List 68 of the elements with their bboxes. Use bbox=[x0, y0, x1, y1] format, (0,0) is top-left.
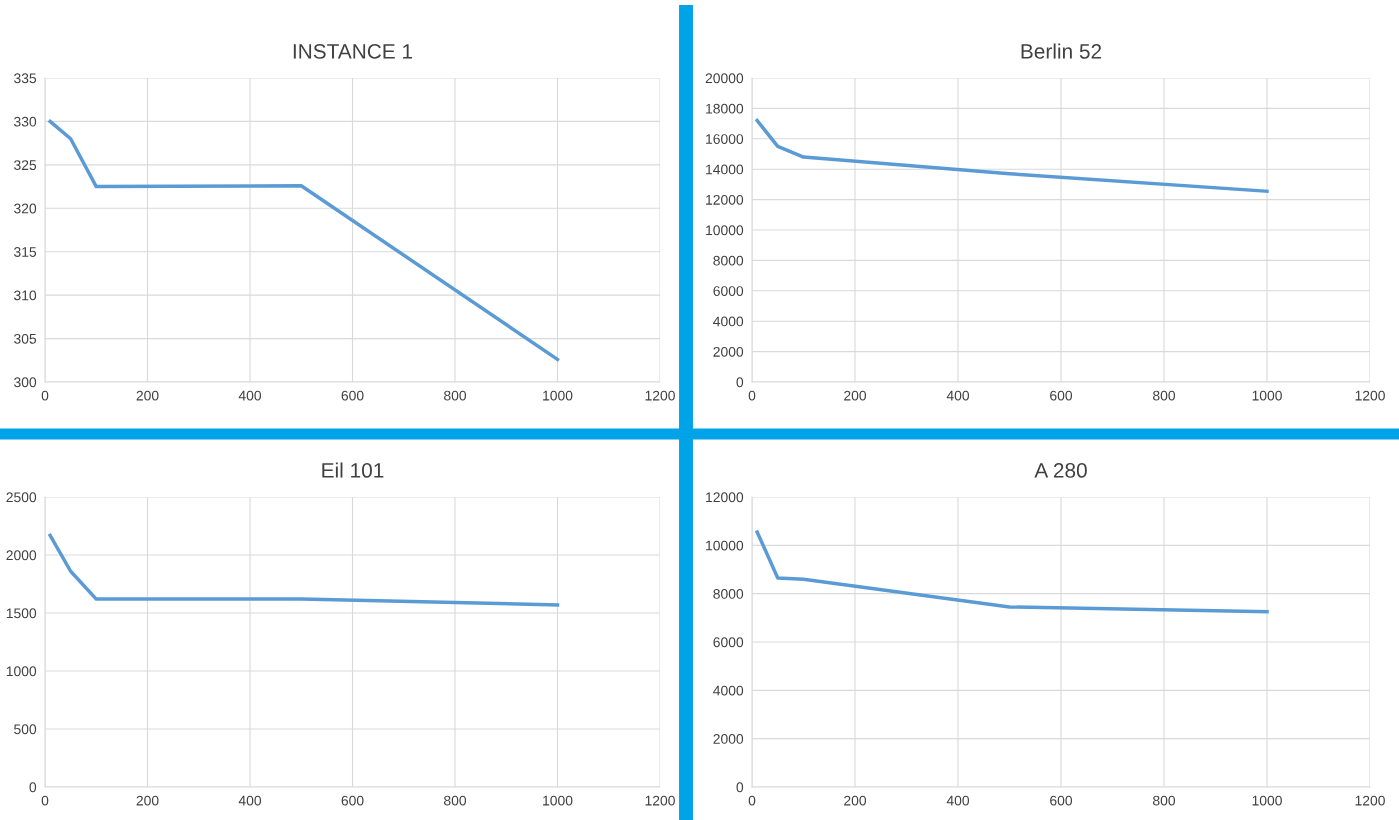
x-tick-label: 0 bbox=[748, 795, 756, 806]
y-tick-label: 20000 bbox=[705, 73, 744, 84]
y-tick-label: 315 bbox=[14, 247, 37, 257]
y-tick-label: 320 bbox=[14, 203, 37, 214]
x-tick-label: 200 bbox=[844, 795, 867, 806]
x-tick-label: 200 bbox=[136, 795, 159, 806]
x-tick-label: 1000 bbox=[1252, 390, 1282, 401]
y-tick-label: 310 bbox=[14, 290, 37, 301]
x-tick-label: 400 bbox=[238, 795, 262, 806]
x-tick-label: 0 bbox=[748, 390, 756, 401]
y-tick-label: 335 bbox=[14, 73, 37, 84]
y-tick-label: 18000 bbox=[706, 103, 744, 114]
chart-title: A 280 bbox=[1034, 463, 1087, 478]
y-tick-label: 12000 bbox=[706, 492, 744, 503]
chart-title: Berlin 52 bbox=[1021, 43, 1102, 59]
x-tick-label: 0 bbox=[41, 390, 49, 401]
y-tick-label: 4000 bbox=[713, 685, 744, 696]
x-tick-label: 600 bbox=[1050, 390, 1073, 401]
y-tick-label: 330 bbox=[14, 116, 37, 127]
x-tick-label: 600 bbox=[341, 795, 364, 806]
line-series bbox=[48, 119, 560, 362]
x-tick-label: 600 bbox=[341, 390, 364, 401]
x-tick-label: 800 bbox=[1153, 390, 1176, 401]
x-tick-label: 200 bbox=[136, 390, 159, 401]
x-tick-label: 600 bbox=[1050, 795, 1073, 806]
x-tick-label: 1000 bbox=[543, 390, 573, 401]
y-tick-label: 2000 bbox=[6, 550, 37, 561]
y-tick-label: 8000 bbox=[713, 589, 744, 599]
x-tick-label: 1200 bbox=[645, 390, 675, 401]
line-series bbox=[755, 530, 1269, 614]
x-tick-label: 800 bbox=[444, 795, 467, 806]
y-tick-label: 2000 bbox=[713, 346, 744, 357]
x-tick-label: 400 bbox=[238, 390, 262, 401]
x-tick-label: 0 bbox=[41, 795, 49, 806]
y-tick-label: 12000 bbox=[706, 194, 744, 205]
y-tick-label: 1500 bbox=[6, 608, 37, 619]
y-tick-label: 325 bbox=[14, 160, 37, 171]
y-tick-label: 6000 bbox=[713, 286, 744, 296]
y-tick-label: 4000 bbox=[713, 316, 744, 327]
y-tick-label: 0 bbox=[29, 782, 37, 793]
chart-title: Eil 101 bbox=[322, 462, 384, 478]
line-series bbox=[48, 533, 560, 607]
y-tick-label: 300 bbox=[14, 377, 37, 388]
y-tick-label: 0 bbox=[736, 782, 744, 793]
y-tick-label: 0 bbox=[736, 377, 744, 388]
chart-title: INSTANCE 1 bbox=[293, 44, 413, 59]
line-series bbox=[755, 118, 1269, 193]
x-tick-label: 800 bbox=[444, 390, 467, 401]
x-tick-label: 1000 bbox=[543, 795, 573, 806]
y-tick-label: 305 bbox=[14, 333, 37, 344]
y-tick-label: 10000 bbox=[706, 225, 744, 236]
x-tick-label: 200 bbox=[844, 390, 867, 401]
x-tick-label: 1200 bbox=[1355, 390, 1385, 401]
y-tick-label: 500 bbox=[14, 724, 37, 735]
y-tick-label: 6000 bbox=[713, 637, 744, 648]
y-tick-label: 14000 bbox=[706, 164, 744, 175]
y-tick-label: 2500 bbox=[6, 492, 37, 503]
x-tick-label: 1200 bbox=[1355, 795, 1385, 806]
y-tick-label: 2000 bbox=[713, 734, 744, 744]
y-tick-label: 8000 bbox=[713, 255, 744, 266]
x-tick-label: 400 bbox=[946, 795, 970, 806]
y-tick-label: 10000 bbox=[706, 540, 744, 551]
y-tick-label: 16000 bbox=[706, 134, 744, 144]
x-tick-label: 400 bbox=[946, 390, 970, 401]
x-tick-label: 1000 bbox=[1252, 795, 1282, 806]
y-tick-label: 1000 bbox=[6, 666, 37, 677]
x-tick-label: 800 bbox=[1153, 795, 1176, 806]
x-tick-label: 1200 bbox=[645, 795, 675, 806]
